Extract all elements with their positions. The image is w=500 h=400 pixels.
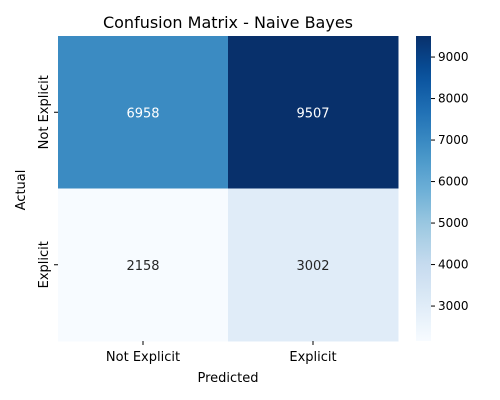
y-tick-label: Explicit <box>37 241 52 288</box>
heatmap-cell <box>228 36 399 189</box>
x-axis-ticks: Not Explicit Explicit <box>106 341 337 365</box>
chart-title: Confusion Matrix - Naive Bayes <box>103 13 353 32</box>
cell-value-label: 2158 <box>126 259 159 274</box>
heatmap-cells: 6958 9507 2158 3002 <box>58 36 399 342</box>
y-tick-label: Not Explicit <box>37 75 52 149</box>
x-tick-label: Not Explicit <box>106 350 180 365</box>
x-tick-label: Explicit <box>289 350 336 365</box>
heatmap-cell <box>58 36 229 189</box>
colorbar-tick-label: 6000 <box>438 175 469 189</box>
colorbar-tick-label: 7000 <box>438 133 469 147</box>
y-axis-label: Actual <box>14 170 29 211</box>
colorbar-tick-label: 4000 <box>438 258 469 272</box>
cell-value-label: 6958 <box>126 106 159 121</box>
colorbar: 3000 4000 5000 6000 7000 8000 9000 <box>416 36 469 341</box>
colorbar-tick-label: 8000 <box>438 92 469 106</box>
x-axis-label: Predicted <box>197 371 258 386</box>
colorbar-gradient <box>416 36 431 341</box>
colorbar-tick-label: 3000 <box>438 299 469 313</box>
colorbar-tick-label: 9000 <box>438 50 469 64</box>
heatmap-cell <box>228 188 399 342</box>
y-axis-ticks: Not Explicit Explicit <box>37 75 58 288</box>
colorbar-tick-label: 5000 <box>438 216 469 230</box>
cell-value-label: 3002 <box>296 259 329 274</box>
cell-value-label: 9507 <box>296 106 329 121</box>
heatmap-cell <box>58 188 229 342</box>
